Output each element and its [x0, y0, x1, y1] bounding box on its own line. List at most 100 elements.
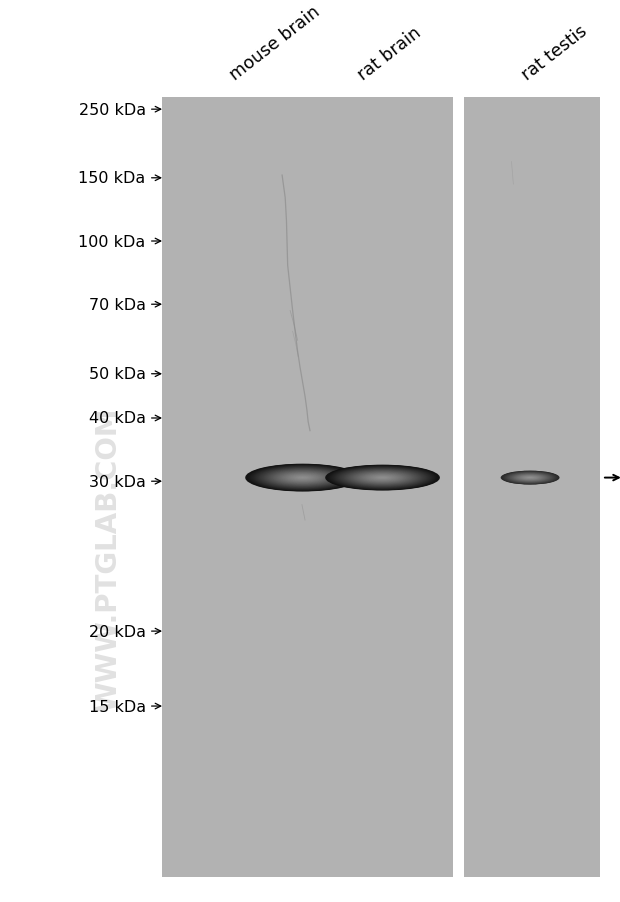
- Ellipse shape: [523, 476, 537, 480]
- Ellipse shape: [523, 476, 538, 480]
- Ellipse shape: [512, 474, 549, 483]
- Ellipse shape: [522, 476, 538, 480]
- Text: 50 kDa: 50 kDa: [89, 367, 146, 382]
- Ellipse shape: [502, 471, 559, 485]
- Ellipse shape: [265, 469, 340, 487]
- Ellipse shape: [332, 466, 433, 490]
- Ellipse shape: [355, 472, 410, 484]
- Text: 150 kDa: 150 kDa: [79, 171, 146, 186]
- Ellipse shape: [509, 473, 551, 483]
- Ellipse shape: [283, 474, 322, 483]
- Text: rat testis: rat testis: [518, 22, 590, 84]
- Ellipse shape: [501, 471, 560, 485]
- Ellipse shape: [294, 476, 311, 480]
- Ellipse shape: [254, 466, 351, 490]
- Bar: [162, 97, 453, 877]
- Ellipse shape: [268, 470, 337, 486]
- Ellipse shape: [289, 474, 316, 482]
- Ellipse shape: [290, 475, 315, 481]
- Ellipse shape: [246, 465, 360, 492]
- Ellipse shape: [527, 477, 533, 479]
- Ellipse shape: [337, 468, 428, 488]
- Ellipse shape: [282, 473, 323, 483]
- Text: rat brain: rat brain: [355, 23, 425, 84]
- Ellipse shape: [274, 471, 331, 485]
- Ellipse shape: [260, 468, 345, 488]
- Ellipse shape: [296, 476, 309, 480]
- Ellipse shape: [503, 472, 557, 484]
- Ellipse shape: [362, 474, 403, 483]
- Ellipse shape: [253, 466, 352, 490]
- Ellipse shape: [525, 476, 536, 480]
- Ellipse shape: [342, 469, 423, 487]
- Ellipse shape: [372, 475, 393, 481]
- Ellipse shape: [503, 472, 557, 484]
- Ellipse shape: [329, 466, 436, 490]
- Ellipse shape: [515, 474, 546, 482]
- Ellipse shape: [526, 477, 534, 479]
- Ellipse shape: [281, 473, 324, 483]
- Ellipse shape: [333, 467, 432, 489]
- Ellipse shape: [510, 474, 550, 483]
- Ellipse shape: [508, 473, 552, 483]
- Ellipse shape: [507, 473, 554, 483]
- Ellipse shape: [334, 467, 431, 489]
- Text: 30 kDa: 30 kDa: [89, 474, 146, 489]
- Ellipse shape: [349, 471, 416, 485]
- Text: mouse brain: mouse brain: [227, 3, 324, 84]
- Ellipse shape: [299, 477, 306, 479]
- Text: 15 kDa: 15 kDa: [89, 699, 146, 713]
- Ellipse shape: [353, 472, 412, 484]
- Ellipse shape: [259, 467, 346, 489]
- Ellipse shape: [292, 475, 313, 481]
- Ellipse shape: [331, 466, 434, 490]
- Ellipse shape: [326, 465, 439, 491]
- Ellipse shape: [262, 468, 343, 488]
- Ellipse shape: [364, 474, 401, 483]
- Ellipse shape: [267, 469, 338, 487]
- Ellipse shape: [521, 476, 539, 480]
- Ellipse shape: [357, 473, 408, 483]
- Ellipse shape: [348, 470, 417, 486]
- Ellipse shape: [379, 477, 386, 479]
- Ellipse shape: [358, 473, 407, 483]
- Ellipse shape: [272, 471, 334, 485]
- Ellipse shape: [286, 474, 319, 482]
- Ellipse shape: [354, 472, 411, 484]
- Ellipse shape: [365, 474, 400, 482]
- Text: 20 kDa: 20 kDa: [89, 624, 146, 639]
- Ellipse shape: [514, 474, 546, 482]
- Ellipse shape: [368, 474, 397, 482]
- Ellipse shape: [269, 470, 336, 486]
- Ellipse shape: [288, 474, 317, 482]
- Ellipse shape: [346, 470, 419, 486]
- Ellipse shape: [518, 475, 542, 481]
- Ellipse shape: [350, 471, 415, 485]
- Ellipse shape: [280, 473, 326, 483]
- Ellipse shape: [380, 477, 385, 479]
- Text: 40 kDa: 40 kDa: [89, 411, 146, 426]
- Ellipse shape: [330, 466, 435, 490]
- Ellipse shape: [258, 467, 347, 489]
- Ellipse shape: [373, 476, 392, 480]
- Ellipse shape: [516, 474, 544, 482]
- Ellipse shape: [255, 466, 350, 490]
- Ellipse shape: [345, 470, 420, 486]
- Ellipse shape: [338, 468, 427, 488]
- Ellipse shape: [249, 465, 356, 491]
- Ellipse shape: [266, 469, 339, 487]
- Ellipse shape: [363, 474, 402, 483]
- Ellipse shape: [528, 477, 533, 479]
- Ellipse shape: [284, 474, 321, 483]
- Ellipse shape: [250, 465, 355, 491]
- Ellipse shape: [343, 469, 422, 487]
- Ellipse shape: [378, 477, 387, 479]
- Ellipse shape: [369, 475, 396, 481]
- Ellipse shape: [377, 477, 388, 479]
- Ellipse shape: [504, 472, 556, 484]
- Ellipse shape: [507, 473, 553, 483]
- Ellipse shape: [376, 476, 389, 480]
- Ellipse shape: [300, 477, 305, 479]
- Ellipse shape: [506, 473, 554, 483]
- Ellipse shape: [521, 475, 539, 481]
